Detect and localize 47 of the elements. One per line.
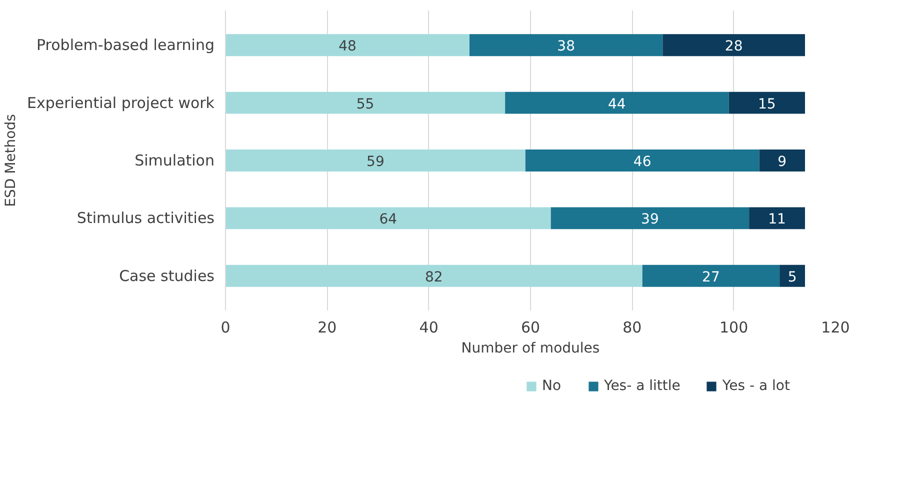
data-label: 82 (425, 269, 443, 286)
x-tick-label: 120 (821, 318, 850, 336)
y-tick-label: Experiential project work (27, 94, 215, 112)
data-label: 28 (724, 38, 743, 55)
bar (759, 150, 805, 172)
y-tick-label: Problem-based learning (36, 36, 215, 54)
data-label: 5 (788, 269, 797, 286)
bar (226, 207, 551, 230)
y-axis-title: ESD Methods (3, 114, 20, 207)
data-label: 27 (702, 269, 720, 286)
data-label: 59 (366, 154, 384, 170)
y-tick-label: Case studies (119, 266, 215, 285)
data-label: 55 (356, 96, 374, 112)
data-label: 15 (758, 96, 776, 112)
legend-label: No (542, 378, 562, 394)
bar (470, 34, 663, 56)
bar (226, 34, 470, 56)
x-tick-label: 40 (419, 318, 438, 336)
data-label: 46 (633, 154, 652, 170)
bar (749, 207, 805, 230)
y-tick-label: Simulation (134, 152, 215, 170)
bar (550, 207, 750, 230)
x-tick-label: 80 (622, 318, 642, 336)
bar (505, 92, 729, 114)
data-label: 38 (557, 38, 576, 55)
bar (525, 150, 760, 172)
bar (728, 92, 805, 114)
bar (226, 264, 642, 287)
data-label: 39 (641, 212, 659, 228)
data-label: 44 (608, 96, 626, 112)
data-label: 9 (778, 154, 787, 170)
data-label: 48 (338, 38, 356, 55)
x-tick-label: 0 (220, 318, 230, 336)
bar (642, 264, 780, 287)
x-tick-label: 60 (520, 318, 540, 336)
data-label: 11 (768, 212, 786, 228)
legend-label: Yes- a little (604, 378, 680, 394)
x-axis-title: Number of modules (461, 340, 600, 356)
bar (226, 150, 526, 172)
legend-label: Yes - a lot (722, 378, 790, 394)
bar (662, 34, 805, 56)
data-label: 64 (379, 212, 398, 228)
x-tick-label: 20 (318, 318, 337, 336)
bar (226, 92, 506, 114)
bar (780, 264, 805, 287)
x-tick-label: 100 (720, 318, 748, 336)
y-tick-label: Stimulus activities (76, 209, 215, 228)
